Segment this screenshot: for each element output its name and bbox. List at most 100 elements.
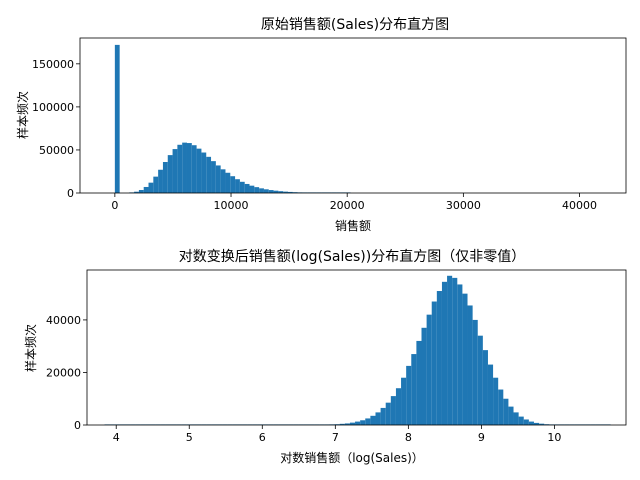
histogram-bar — [292, 192, 298, 193]
histogram-bar — [462, 293, 468, 425]
histogram-bar — [395, 388, 402, 425]
histogram-bar — [406, 365, 412, 425]
histogram-bar — [533, 422, 540, 425]
histogram-bar — [148, 182, 154, 193]
histogram-bar — [365, 418, 371, 425]
histogram-bar — [235, 179, 240, 193]
histogram-bar — [518, 416, 524, 425]
histogram-bar — [182, 142, 187, 193]
log-sales-histogram-chart: 对数变换后销售额(log(Sales))分布直方图（仅非零值） 4 5 6 7 8 9 10… — [23, 248, 627, 465]
histogram-bar — [196, 148, 202, 193]
histogram-bar — [416, 340, 422, 425]
chart-title: 原始销售额(Sales)分布直方图 — [261, 16, 449, 33]
histogram-bars — [104, 275, 611, 425]
histogram-bar — [421, 327, 427, 425]
histogram-bar — [441, 281, 448, 425]
histogram-bar — [114, 44, 120, 194]
histogram-bar — [172, 149, 178, 193]
histogram-bar — [503, 398, 509, 425]
x-tick-label: 10000 — [214, 199, 249, 212]
histogram-bar — [263, 189, 269, 193]
x-tick-label: 9 — [478, 431, 485, 444]
histogram-bar — [230, 176, 236, 193]
histogram-bar — [162, 162, 168, 193]
histogram-bar — [344, 423, 350, 425]
y-axis-label: 样本频次 — [15, 91, 30, 139]
x-tick-label: 40000 — [562, 199, 597, 212]
histogram-bar — [482, 350, 488, 425]
histogram-bar — [244, 183, 250, 193]
histogram-bar — [426, 314, 432, 425]
y-tick-label: 50000 — [39, 144, 74, 157]
y-axis-label: 样本频次 — [23, 324, 38, 372]
histogram-bar — [186, 143, 192, 193]
y-tick-label: 100000 — [32, 101, 74, 114]
histogram-bar — [452, 277, 458, 425]
histogram-bar — [206, 156, 212, 193]
y-tick-label: 150000 — [32, 58, 74, 71]
y-tick-label: 40000 — [46, 314, 81, 327]
histogram-bar — [477, 335, 483, 425]
histogram-bar — [259, 188, 264, 193]
histogram-bar — [287, 191, 293, 193]
histogram-bar — [167, 155, 173, 193]
histogram-bar — [215, 165, 221, 193]
histogram-bar — [191, 145, 197, 193]
histogram-bar — [249, 185, 255, 193]
histogram-bar — [401, 377, 407, 425]
histogram-bar — [539, 423, 545, 425]
histogram-bar — [143, 186, 149, 193]
histogram-bar — [158, 169, 163, 193]
x-tick-label: 6 — [259, 431, 266, 444]
sales-histogram-chart: 原始销售额(Sales)分布直方图 0 10000 20000 30000 40000 … — [15, 16, 627, 233]
x-axis-ticks: 0 10000 20000 30000 40000 — [111, 193, 597, 212]
x-tick-label: 7 — [332, 431, 339, 444]
histogram-bar — [513, 412, 519, 425]
x-tick-label: 10 — [547, 431, 561, 444]
histogram-bar — [225, 172, 231, 193]
histogram-bar — [431, 301, 437, 425]
histogram-bar — [380, 407, 386, 425]
histogram-bar — [447, 275, 453, 425]
x-axis-label: 销售额 — [335, 218, 371, 233]
histogram-bar — [360, 420, 366, 425]
histogram-bar — [370, 415, 376, 425]
histogram-bar — [273, 190, 279, 193]
histogram-bar — [268, 190, 274, 193]
histogram-bar — [375, 412, 381, 425]
histogram-bar — [201, 152, 207, 193]
histogram-bar — [467, 305, 473, 425]
histogram-bar — [278, 191, 284, 193]
y-tick-label: 0 — [74, 419, 81, 432]
histogram-bar — [528, 421, 534, 425]
plot-frame — [79, 37, 627, 194]
histogram-bar — [220, 169, 226, 193]
histogram-bar — [339, 423, 345, 425]
histogram-bar — [177, 144, 183, 193]
histogram-bar — [411, 354, 417, 425]
x-tick-label: 4 — [113, 431, 120, 444]
histogram-bar — [493, 377, 499, 425]
histogram-bar — [134, 191, 139, 193]
plot-frame — [86, 269, 627, 426]
histogram-bar — [457, 284, 463, 425]
y-tick-label: 20000 — [46, 366, 81, 379]
histogram-bar — [153, 176, 159, 193]
histogram-bar — [211, 161, 216, 193]
histogram-bar — [498, 389, 504, 425]
histogram-bar — [355, 421, 361, 425]
histogram-bar — [487, 364, 494, 425]
y-axis-ticks: 0 20000 40000 — [46, 314, 87, 432]
histogram-bar — [523, 419, 529, 425]
x-tick-label: 30000 — [446, 199, 481, 212]
histogram-bar — [239, 181, 245, 193]
histogram-bar — [508, 406, 514, 425]
x-axis-label: 对数销售额（log(Sales)） — [280, 450, 424, 465]
x-tick-label: 20000 — [330, 199, 365, 212]
histogram-bar — [390, 396, 396, 425]
x-tick-label: 0 — [111, 199, 118, 212]
x-tick-label: 8 — [405, 431, 412, 444]
x-tick-label: 5 — [186, 431, 193, 444]
